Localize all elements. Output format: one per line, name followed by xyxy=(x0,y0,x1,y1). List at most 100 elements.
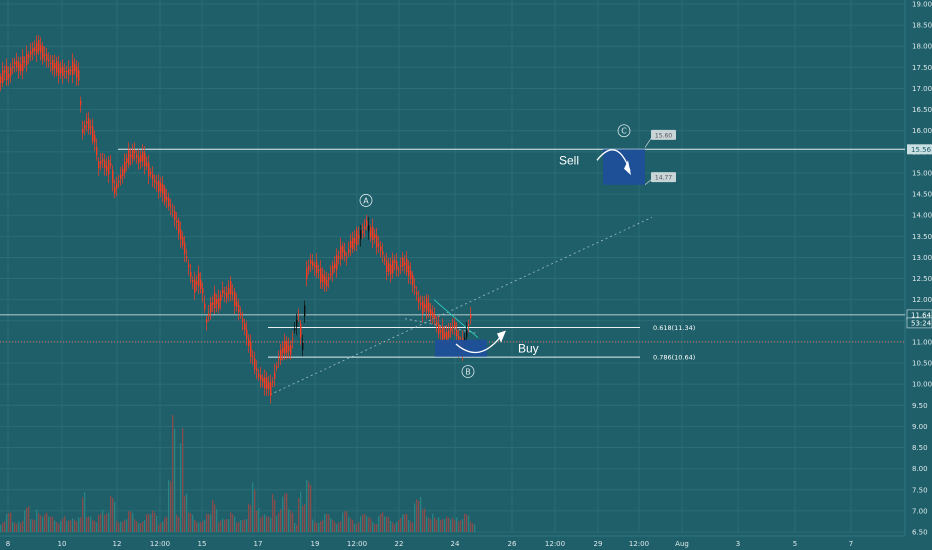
volume-bar xyxy=(158,524,160,532)
candle-body xyxy=(228,287,230,294)
candle-body xyxy=(176,220,178,223)
candle-body xyxy=(354,238,356,244)
volume-bar xyxy=(426,516,428,532)
volume-bar xyxy=(86,517,88,532)
target-upper-label: 15.60 xyxy=(655,132,672,139)
candle-body xyxy=(68,68,70,76)
volume-bar xyxy=(190,513,192,532)
wave-b-label-circle xyxy=(461,365,475,378)
volume-bar xyxy=(350,518,352,532)
candle-body xyxy=(290,345,292,355)
volume-bar xyxy=(70,520,72,532)
volume-bar xyxy=(462,519,464,532)
candle-body xyxy=(146,162,148,167)
y-tick-label: 17.00 xyxy=(912,85,932,93)
target-upper-box xyxy=(651,129,676,140)
candle-body xyxy=(406,258,408,272)
volume-bar xyxy=(14,522,16,532)
volume-bar xyxy=(162,521,164,532)
candle-body xyxy=(130,154,132,158)
candle-body xyxy=(38,40,40,52)
target-lower-label: 14.77 xyxy=(655,175,672,182)
x-tick-label: Aug xyxy=(675,540,689,548)
candle-body xyxy=(318,269,320,271)
candle-body xyxy=(104,160,106,168)
volume-bar xyxy=(234,516,236,532)
candle-body xyxy=(302,343,304,351)
volume-bar xyxy=(386,516,388,532)
candle-body xyxy=(420,303,422,305)
volume-bar xyxy=(398,519,400,532)
x-tick-label: 3 xyxy=(736,540,740,548)
candle-body xyxy=(384,258,386,261)
volume-bar xyxy=(196,521,198,532)
x-axis: 8 10 12 12:00 15 17 19 12:00 22 24 26 12:00 29 12:00 A… xyxy=(6,540,853,548)
candle-body xyxy=(442,326,444,342)
volume-bar xyxy=(420,496,422,532)
candle-body xyxy=(88,118,90,130)
candle-body xyxy=(138,157,140,163)
candle-body xyxy=(212,302,214,305)
y-tick-label: 18.00 xyxy=(912,43,932,51)
candle-body xyxy=(86,121,88,124)
volume-bar xyxy=(404,513,406,532)
candle-body xyxy=(466,330,468,338)
candle-body xyxy=(264,377,266,388)
candle-body xyxy=(28,54,30,58)
candle-body xyxy=(352,237,354,249)
candle-body xyxy=(306,268,308,279)
volume-bar xyxy=(324,514,326,532)
candle-body xyxy=(328,277,330,281)
volume-bar xyxy=(390,520,392,532)
candle-body xyxy=(132,149,134,160)
volume-bar xyxy=(36,509,38,532)
x-tick-label: 12 xyxy=(113,540,122,548)
volume-bar xyxy=(94,520,96,532)
volume-bar xyxy=(286,493,288,532)
volume-bar xyxy=(272,494,274,532)
resistance-badge-label: 15.56 xyxy=(911,146,932,154)
candle-body xyxy=(252,356,254,358)
candle-body xyxy=(22,56,24,72)
volume-bar xyxy=(436,519,438,532)
candle-body xyxy=(288,346,290,352)
volume-bar xyxy=(362,514,364,532)
candle-body xyxy=(282,347,284,353)
volume-bar xyxy=(414,503,416,532)
candle-body xyxy=(96,147,98,156)
volume-bar xyxy=(120,521,122,532)
volume-bar xyxy=(466,514,468,532)
target-upper-pointer xyxy=(644,136,653,148)
candle-body xyxy=(166,197,168,200)
volume-bar xyxy=(54,520,56,532)
volume-bar xyxy=(304,503,306,532)
volume-bar xyxy=(258,508,260,532)
overlays: A B C Sell Buy 0.618(11.34) 0.786(10.64) 15.60 1… xyxy=(359,124,695,378)
volume-bar xyxy=(60,520,62,532)
volume-bar xyxy=(332,519,334,532)
target-lower-box xyxy=(651,172,676,183)
volume-bar xyxy=(244,519,246,532)
candle-body xyxy=(250,342,252,357)
volume-bar xyxy=(336,524,338,532)
volume-bar xyxy=(444,519,446,532)
candle-body xyxy=(92,126,94,141)
candle-body xyxy=(116,183,118,189)
volume-bar xyxy=(240,519,242,532)
candle-body xyxy=(444,332,446,338)
candle-body xyxy=(72,61,74,75)
volume-bar xyxy=(442,519,444,532)
volume-bar xyxy=(310,484,312,532)
volume-bar xyxy=(176,514,178,532)
candle-body xyxy=(222,289,224,294)
volume-bar xyxy=(222,518,224,532)
volume-bar xyxy=(0,524,2,532)
candle-body xyxy=(50,62,52,64)
volume-bar xyxy=(400,518,402,532)
volume-bar xyxy=(256,510,258,532)
volume-bar xyxy=(160,522,162,532)
candle-body xyxy=(438,323,440,334)
volume-bar xyxy=(312,519,314,532)
volume-bar xyxy=(82,497,84,532)
